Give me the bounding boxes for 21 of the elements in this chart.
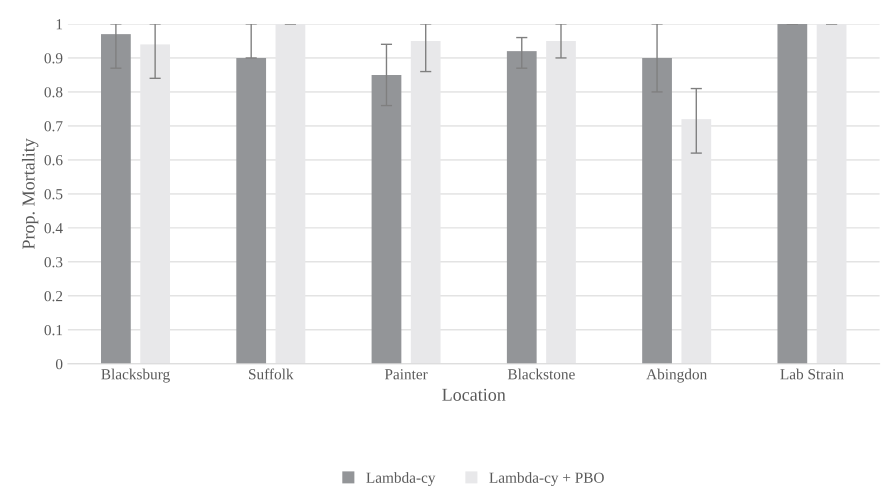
y-tick-label: 0.9 (44, 53, 62, 64)
y-tick-label: 0.2 (44, 290, 62, 302)
y-tick-label: 0.8 (44, 87, 62, 98)
x-axis-title: Location (442, 388, 506, 401)
y-axis-title: Prop. Mortality (22, 138, 38, 250)
x-tick-label: Blackstone (508, 368, 575, 380)
legend-label: Lambda-cy + PBO (489, 472, 604, 486)
y-tick-label: 1 (56, 19, 62, 30)
x-tick-label: Lab Strain (780, 368, 844, 380)
y-tick-label: 0 (56, 358, 62, 370)
x-tick-label: Suffolk (249, 368, 294, 380)
y-tick-label: 0.1 (44, 324, 62, 336)
x-tick-label: Blacksburg (101, 368, 170, 383)
y-tick-label: 0.7 (44, 121, 63, 132)
y-tick-label: 0.3 (44, 257, 62, 268)
y-tick-label: 0.5 (44, 189, 62, 200)
x-tick-label: Painter (384, 369, 428, 380)
y-tick-label: 0.4 (44, 223, 63, 234)
legend-label: Lambda-cy (366, 472, 436, 486)
x-tick-label: Abingdon (646, 368, 707, 383)
y-tick-label: 0.6 (44, 155, 63, 166)
